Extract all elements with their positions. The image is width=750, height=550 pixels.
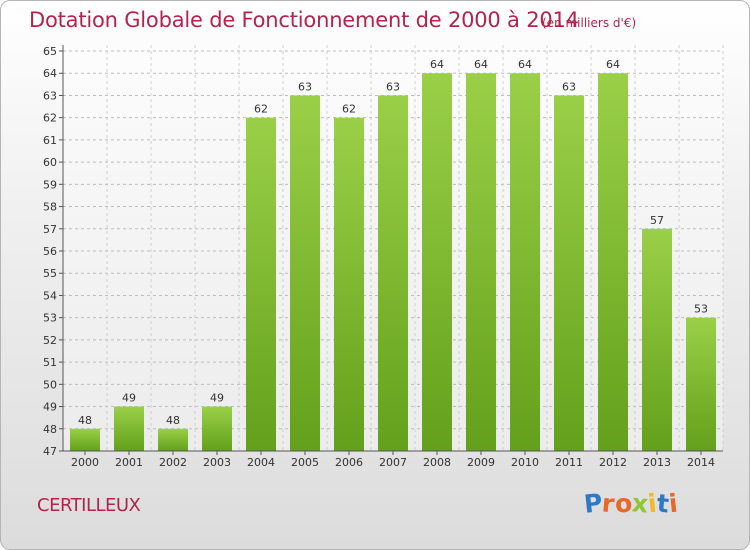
bar-2005 [290,95,320,451]
y-tick-label: 48 [43,423,57,436]
chart-title: Dotation Globale de Fonctionnement de 20… [29,8,579,32]
y-tick-label: 54 [43,289,57,302]
x-tick-label: 2011 [555,456,583,469]
x-tick-label: 2002 [159,456,187,469]
bar-2006 [334,117,364,452]
y-tick-label: 52 [43,334,57,347]
bar-2012 [598,73,628,451]
y-tick-label: 50 [43,378,57,391]
data-label: 64 [430,58,444,71]
bar-2011 [554,95,584,451]
y-tick-label: 49 [43,401,57,414]
y-tick-label: 51 [43,356,57,369]
data-label: 48 [166,414,180,427]
x-tick-label: 2009 [467,456,495,469]
bar-2007 [378,95,408,451]
logo-letter: i [667,488,679,519]
bar-2013 [642,228,672,451]
x-tick-label: 2003 [203,456,231,469]
x-tick-label: 2012 [599,456,627,469]
bar-2003 [202,406,232,451]
x-tick-label: 2010 [511,456,539,469]
x-tick-label: 2013 [643,456,671,469]
data-label: 62 [342,103,356,116]
x-tick-label: 2014 [687,456,715,469]
bar-2000 [70,428,100,451]
y-tick-label: 65 [43,45,57,58]
x-tick-label: 2005 [291,456,319,469]
y-tick-label: 55 [43,267,57,280]
data-label: 57 [650,214,664,227]
y-tick-label: 60 [43,156,57,169]
y-tick-label: 56 [43,245,57,258]
data-label: 49 [210,392,224,405]
data-label: 53 [694,303,708,316]
y-tick-label: 58 [43,201,57,214]
x-tick-label: 2001 [115,456,143,469]
bars: 48 49 48 49 62 63 62 63 64 64 64 63 64 57 53 [70,58,716,452]
bar-2009 [466,73,496,451]
bar-2010 [510,73,540,451]
data-label: 62 [254,103,268,116]
y-tick-label: 57 [43,223,57,236]
bar-2008 [422,73,452,451]
data-label: 64 [518,58,532,71]
bar-2004 [246,117,276,452]
data-label: 63 [386,80,400,93]
unit-note: (en milliers d'€) [542,16,637,30]
bar-2002 [158,428,188,451]
x-tick-label: 2008 [423,456,451,469]
y-tick-label: 62 [43,112,57,125]
bar-2001 [114,406,144,451]
data-label: 64 [474,58,488,71]
data-label: 48 [78,414,92,427]
data-label: 63 [298,80,312,93]
proxiti-logo: Proxiti [583,488,679,519]
data-label: 64 [606,58,620,71]
y-tick-label: 64 [43,67,57,80]
y-tick-label: 61 [43,134,57,147]
bar-2014 [686,317,716,451]
x-tick-label: 2006 [335,456,363,469]
y-tick-label: 63 [43,89,57,102]
data-label: 63 [562,80,576,93]
place-name: CERTILLEUX [37,495,141,516]
y-tick-label: 47 [43,445,57,458]
axes: 47 48 49 50 51 52 53 54 55 56 57 58 59 60 61 62 63 64 65 20… [43,45,723,469]
x-tick-label: 2000 [71,456,99,469]
x-tick-label: 2007 [379,456,407,469]
data-label: 49 [122,392,136,405]
x-tick-label: 2004 [247,456,275,469]
y-tick-label: 53 [43,312,57,325]
y-tick-label: 59 [43,178,57,191]
